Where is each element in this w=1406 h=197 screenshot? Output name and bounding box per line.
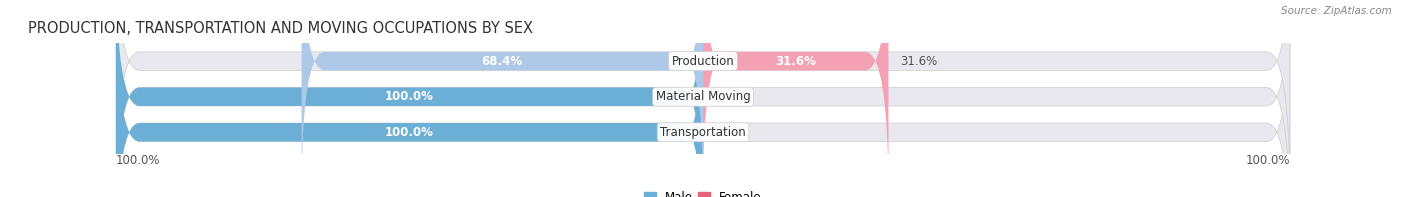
Text: 0.0%: 0.0% (714, 90, 744, 103)
Text: Transportation: Transportation (661, 126, 745, 139)
Text: 31.6%: 31.6% (775, 55, 815, 68)
Text: 68.4%: 68.4% (482, 55, 523, 68)
FancyBboxPatch shape (302, 0, 703, 194)
FancyBboxPatch shape (117, 0, 1289, 197)
Text: PRODUCTION, TRANSPORTATION AND MOVING OCCUPATIONS BY SEX: PRODUCTION, TRANSPORTATION AND MOVING OC… (28, 21, 533, 36)
FancyBboxPatch shape (117, 0, 703, 197)
FancyBboxPatch shape (117, 0, 1289, 194)
Text: 100.0%: 100.0% (1246, 154, 1289, 167)
Legend: Male, Female: Male, Female (640, 186, 766, 197)
Text: Material Moving: Material Moving (655, 90, 751, 103)
Text: Production: Production (672, 55, 734, 68)
Text: Source: ZipAtlas.com: Source: ZipAtlas.com (1281, 6, 1392, 16)
Text: 0.0%: 0.0% (714, 126, 744, 139)
FancyBboxPatch shape (117, 0, 703, 197)
Text: 100.0%: 100.0% (385, 126, 434, 139)
Text: 100.0%: 100.0% (385, 90, 434, 103)
FancyBboxPatch shape (703, 0, 889, 194)
Text: 100.0%: 100.0% (117, 154, 160, 167)
FancyBboxPatch shape (117, 0, 1289, 197)
Text: 31.6%: 31.6% (900, 55, 938, 68)
